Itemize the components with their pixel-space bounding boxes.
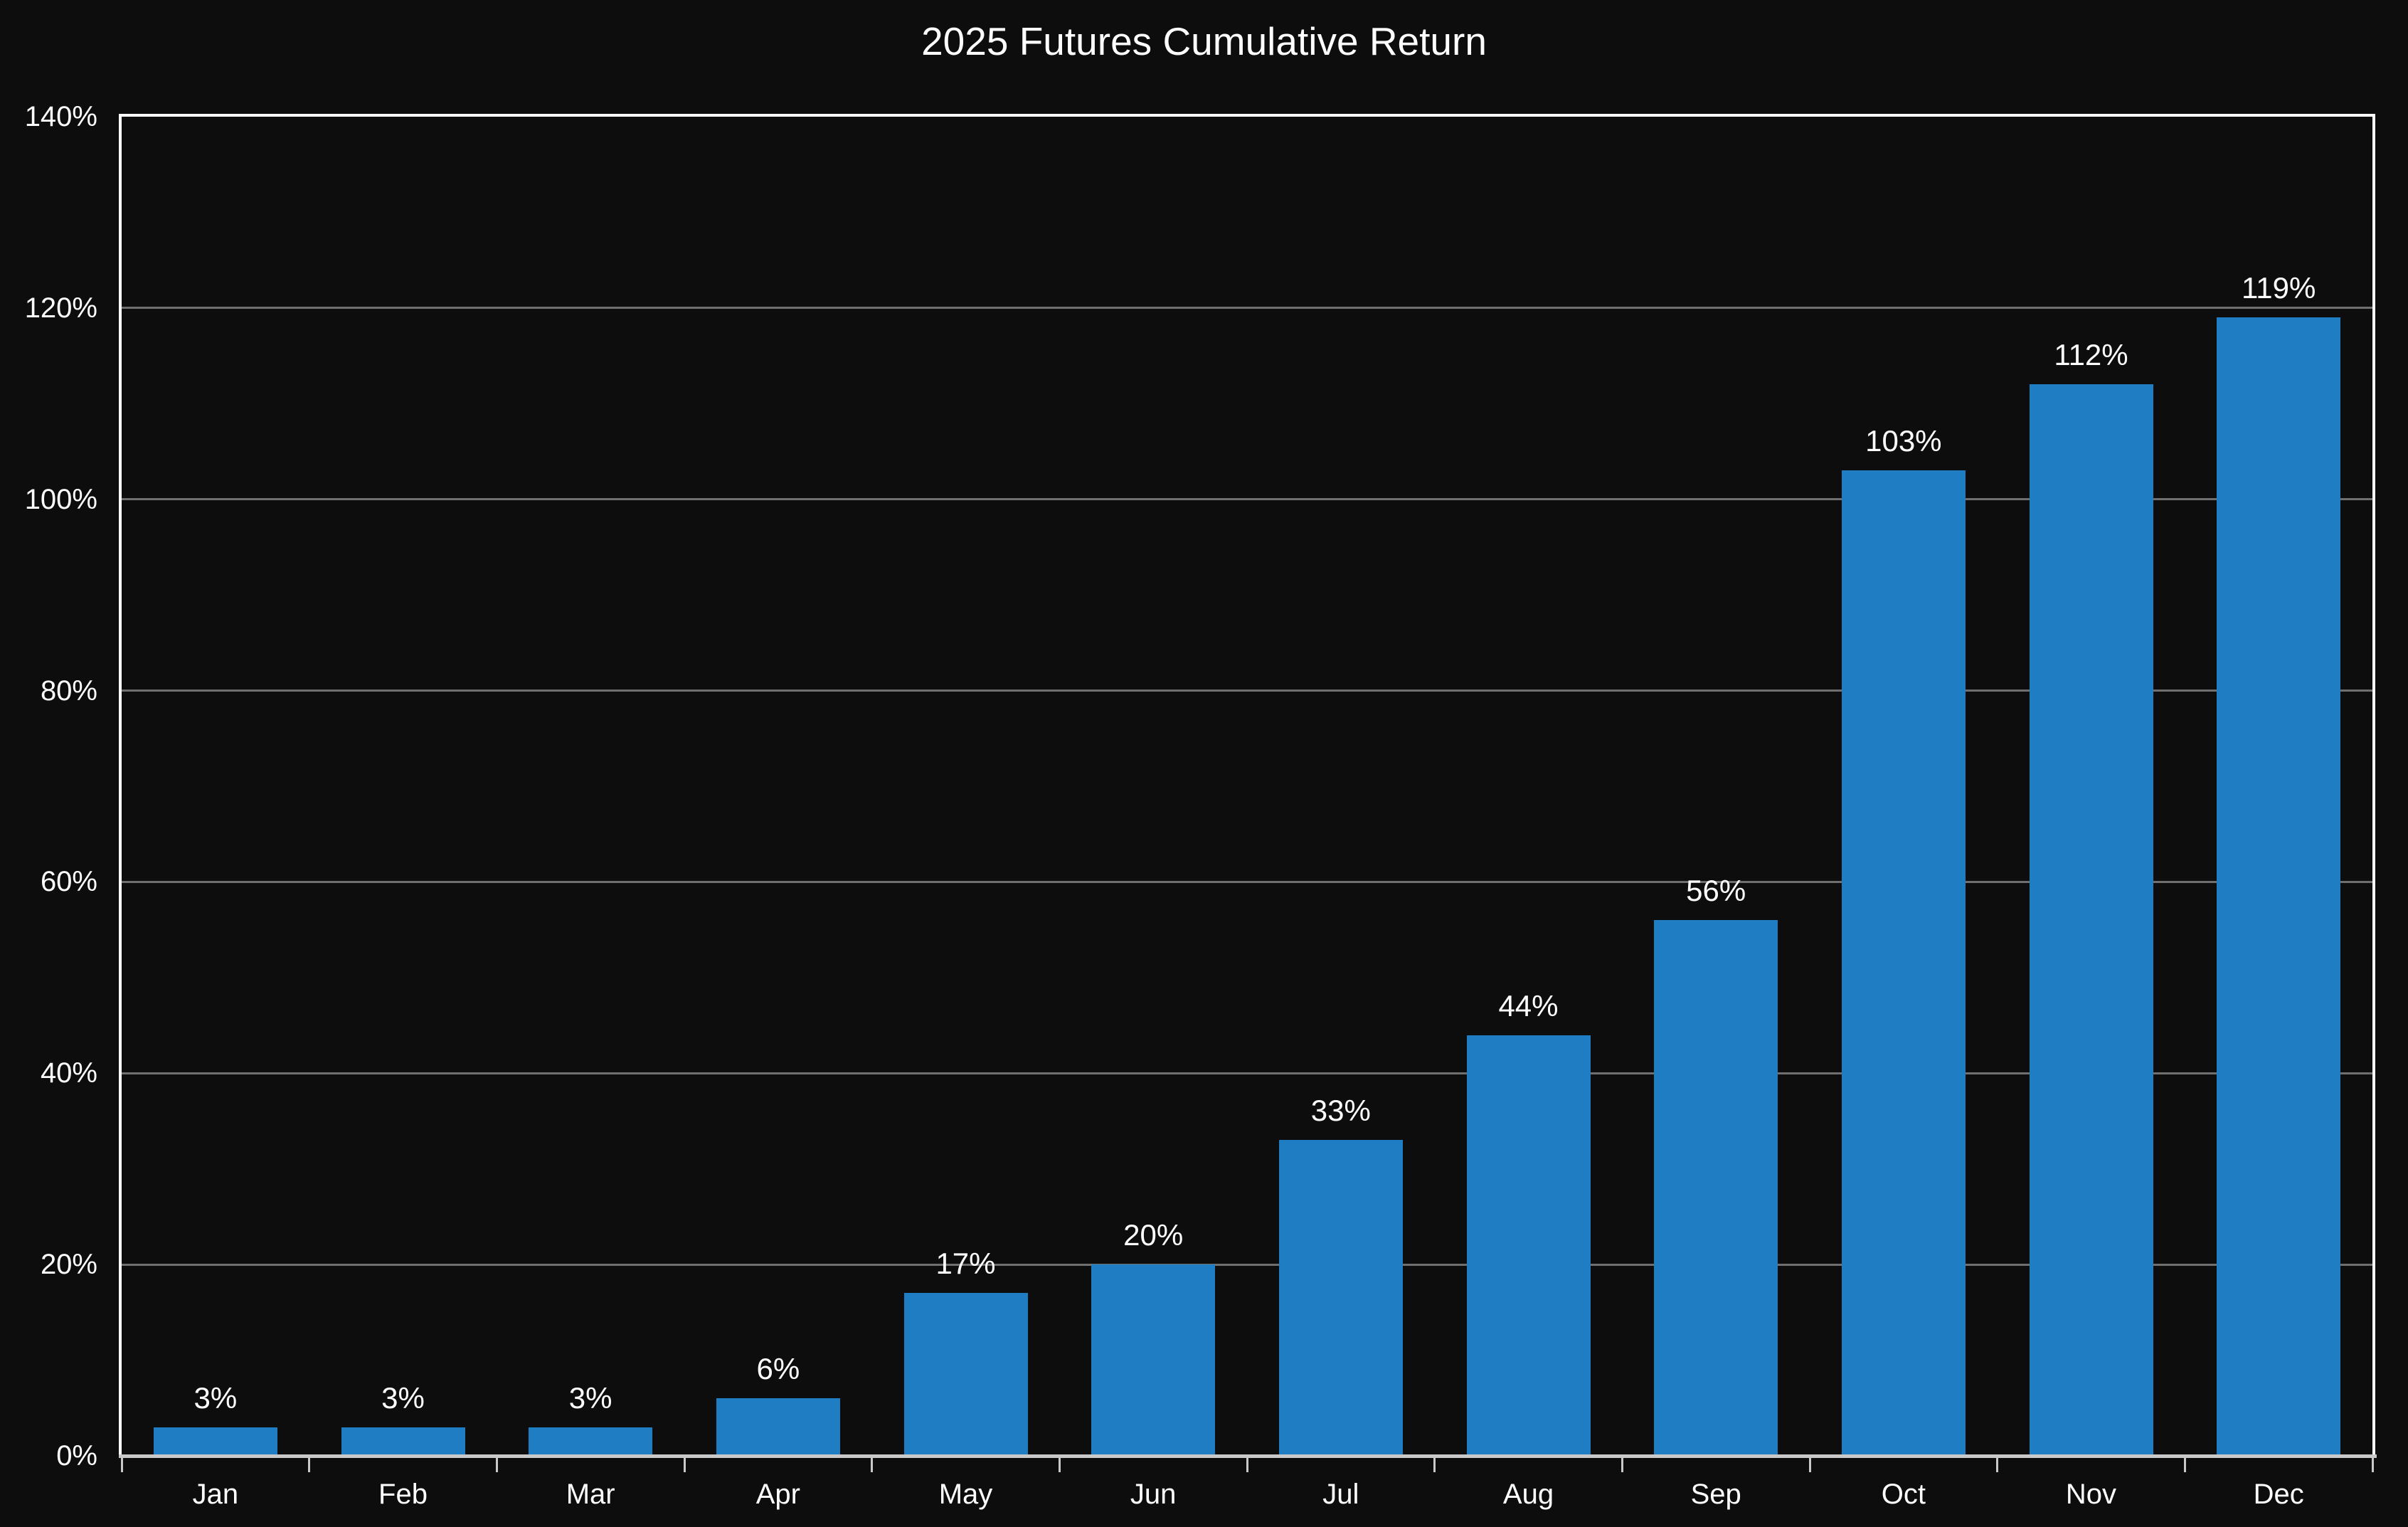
- bar-feb: [341, 1427, 465, 1456]
- bar-value-label-dec: 119%: [2242, 271, 2316, 305]
- x-label-sep: Sep: [1690, 1479, 1741, 1510]
- x-label-jun: Jun: [1130, 1479, 1177, 1510]
- gridline-20: [122, 1263, 2372, 1266]
- left-spine: [119, 114, 122, 1456]
- bar-value-label-jun: 20%: [1123, 1218, 1184, 1252]
- bar-value-label-aug: 44%: [1498, 988, 1559, 1023]
- x-label-may: May: [938, 1479, 993, 1510]
- x-label-feb: Feb: [378, 1479, 428, 1510]
- gridline-40: [122, 1072, 2372, 1074]
- bar-value-label-apr: 6%: [756, 1352, 800, 1386]
- x-tick-9: [1808, 1458, 1811, 1472]
- right-spine: [2372, 114, 2375, 1456]
- gridline-80: [122, 689, 2372, 692]
- bar-mar: [529, 1427, 653, 1456]
- y-tick-label-140: 140%: [24, 101, 97, 132]
- gridline-100: [122, 498, 2372, 501]
- bar-value-label-jan: 3%: [193, 1380, 238, 1415]
- y-tick-label-20: 20%: [40, 1249, 97, 1281]
- x-tick-11: [2183, 1458, 2186, 1472]
- x-tick-1: [308, 1458, 311, 1472]
- bar-jun: [1091, 1264, 1216, 1456]
- x-label-apr: Apr: [755, 1479, 800, 1510]
- x-label-aug: Aug: [1502, 1479, 1554, 1510]
- bar-value-label-oct: 103%: [1865, 424, 1942, 458]
- x-label-oct: Oct: [1881, 1479, 1926, 1510]
- y-tick-label-40: 40%: [40, 1057, 97, 1089]
- x-tick-6: [1246, 1458, 1248, 1472]
- top-spine: [119, 114, 2375, 117]
- bar-apr: [716, 1398, 840, 1456]
- plot-area: 3% 3% 3% 6% 17% 20% 33% 44% 56% 103% 112% 119%: [122, 117, 2372, 1456]
- bar-aug: [1466, 1035, 1591, 1456]
- bar-value-label-nov: 112%: [2054, 338, 2128, 372]
- bar-sep: [1654, 920, 1778, 1456]
- x-tick-2: [495, 1458, 498, 1472]
- bar-nov: [2029, 384, 2153, 1456]
- x-tick-3: [683, 1458, 686, 1472]
- y-tick-label-100: 100%: [24, 483, 97, 515]
- bar-may: [903, 1293, 1028, 1456]
- bar-dec: [2217, 317, 2341, 1456]
- x-tick-5: [1058, 1458, 1061, 1472]
- bar-value-label-sep: 56%: [1686, 874, 1746, 908]
- y-tick-label-0: 0%: [56, 1440, 97, 1471]
- x-tick-8: [1621, 1458, 1623, 1472]
- bar-value-label-mar: 3%: [568, 1380, 612, 1415]
- x-tick-0: [120, 1458, 123, 1472]
- gridline-60: [122, 880, 2372, 883]
- bar-jul: [1278, 1140, 1403, 1456]
- x-tick-7: [1433, 1458, 1436, 1472]
- x-label-dec: Dec: [2253, 1479, 2304, 1510]
- x-label-mar: Mar: [566, 1479, 615, 1510]
- x-axis-line: [119, 1454, 2377, 1458]
- bar-jan: [153, 1427, 277, 1456]
- bar-value-label-jul: 33%: [1310, 1094, 1371, 1128]
- bar-value-label-may: 17%: [935, 1247, 996, 1281]
- gridline-120: [122, 307, 2372, 310]
- y-tick-label-80: 80%: [40, 675, 97, 707]
- bar-oct: [1841, 470, 1966, 1456]
- x-label-nov: Nov: [2065, 1479, 2117, 1510]
- bar-value-label-feb: 3%: [381, 1380, 425, 1415]
- x-label-jan: Jan: [192, 1479, 239, 1510]
- y-tick-label-60: 60%: [40, 866, 97, 898]
- y-tick-label-120: 120%: [24, 292, 97, 324]
- chart-title: 2025 Futures Cumulative Return: [921, 19, 1487, 63]
- x-tick-4: [871, 1458, 874, 1472]
- x-label-jul: Jul: [1322, 1479, 1359, 1510]
- x-tick-10: [1996, 1458, 1999, 1472]
- x-tick-12: [2371, 1458, 2374, 1472]
